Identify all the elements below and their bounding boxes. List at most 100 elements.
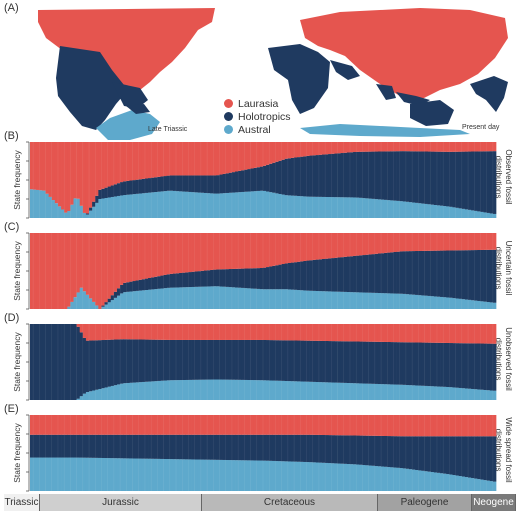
bar-holotropics xyxy=(166,274,171,288)
bar-holotropics xyxy=(483,436,488,481)
bar-laurasia xyxy=(489,415,494,437)
bar-laurasia xyxy=(461,415,466,437)
bar-holotropics xyxy=(116,434,121,459)
bar-laurasia xyxy=(138,324,143,340)
bar-holotropics xyxy=(356,435,360,465)
bar-laurasia xyxy=(107,142,112,187)
bar-holotropics xyxy=(325,435,329,463)
bar-laurasia xyxy=(172,415,177,435)
bar-austral xyxy=(216,193,220,218)
bar-holotropics xyxy=(160,275,164,289)
bar-holotropics xyxy=(104,187,109,198)
bar-holotropics xyxy=(179,339,183,381)
bar-austral xyxy=(424,385,429,400)
bar-laurasia xyxy=(216,142,220,176)
bar-austral xyxy=(489,213,494,218)
bar-austral xyxy=(393,384,397,400)
bar-austral xyxy=(113,196,118,218)
bar-holotropics xyxy=(461,436,466,477)
bar-laurasia xyxy=(371,415,376,436)
bar-holotropics xyxy=(427,151,432,205)
bar-holotropics xyxy=(278,434,282,462)
bar-laurasia xyxy=(474,324,478,344)
bar-austral xyxy=(57,457,62,491)
bar-laurasia xyxy=(219,324,223,340)
bar-laurasia xyxy=(42,142,46,191)
bar-laurasia xyxy=(135,142,140,180)
bar-austral xyxy=(154,289,158,309)
bar-laurasia xyxy=(101,324,105,341)
period-paleogene: Paleogene xyxy=(378,494,472,511)
bar-austral xyxy=(36,189,40,218)
bar-austral xyxy=(157,288,161,309)
bar-holotropics xyxy=(424,342,429,386)
bar-austral xyxy=(266,380,270,400)
bar-laurasia xyxy=(163,415,168,435)
bar-laurasia xyxy=(176,142,180,176)
bar-laurasia xyxy=(263,415,267,435)
bar-laurasia xyxy=(384,415,388,436)
bar-laurasia xyxy=(185,415,189,435)
bar-laurasia xyxy=(200,233,205,271)
bar-austral xyxy=(231,287,236,309)
bar-holotropics xyxy=(79,332,84,397)
bar-laurasia xyxy=(104,142,109,188)
panel-label-c: (C) xyxy=(4,221,20,233)
bar-laurasia xyxy=(477,142,481,152)
bar-holotropics xyxy=(405,342,410,386)
bar-laurasia xyxy=(480,233,484,250)
bar-austral xyxy=(132,458,136,491)
bar-laurasia xyxy=(210,324,214,340)
bar-laurasia xyxy=(290,142,295,158)
bar-laurasia xyxy=(241,233,245,269)
bar-austral xyxy=(163,288,168,309)
bar-laurasia xyxy=(148,233,152,278)
bar-laurasia xyxy=(231,233,236,269)
bar-laurasia xyxy=(247,324,251,340)
bar-holotropics xyxy=(235,171,239,193)
bar-laurasia xyxy=(176,415,180,435)
bar-holotropics xyxy=(328,341,332,383)
bar-holotropics xyxy=(294,262,298,290)
bar-laurasia xyxy=(54,142,59,204)
bar-austral xyxy=(241,287,245,309)
bar-austral xyxy=(390,200,394,218)
bar-laurasia xyxy=(393,324,397,343)
bar-holotropics xyxy=(129,339,133,383)
bar-austral xyxy=(474,478,478,491)
bar-austral xyxy=(235,379,239,400)
bar-laurasia xyxy=(210,233,214,270)
bar-austral xyxy=(216,286,220,309)
bar-austral xyxy=(275,461,279,491)
bar-holotropics xyxy=(306,340,310,382)
bar-holotropics xyxy=(138,179,143,194)
bar-austral xyxy=(116,458,121,491)
bar-austral xyxy=(365,383,369,400)
bar-holotropics xyxy=(263,267,267,290)
bar-austral xyxy=(213,286,217,309)
bar-austral xyxy=(409,385,413,400)
bar-austral xyxy=(393,200,397,218)
bar-austral xyxy=(452,207,456,218)
bar-holotropics xyxy=(343,256,348,292)
bar-laurasia xyxy=(250,142,255,169)
bar-austral xyxy=(387,200,391,218)
bar-laurasia xyxy=(343,415,348,436)
bar-laurasia xyxy=(452,324,456,344)
bar-laurasia xyxy=(241,324,245,340)
bar-holotropics xyxy=(213,339,217,380)
bar-austral xyxy=(256,288,261,309)
bar-austral xyxy=(269,192,273,218)
bar-laurasia xyxy=(486,324,491,344)
bar-laurasia xyxy=(222,324,227,340)
bar-laurasia xyxy=(346,233,351,257)
bar-laurasia xyxy=(284,324,289,341)
bar-austral xyxy=(371,383,376,400)
bar-holotropics xyxy=(210,269,214,287)
bar-holotropics xyxy=(368,151,373,199)
bar-austral xyxy=(76,292,81,309)
bar-austral xyxy=(250,191,255,218)
bar-holotropics xyxy=(294,340,298,382)
bar-austral xyxy=(244,379,248,400)
